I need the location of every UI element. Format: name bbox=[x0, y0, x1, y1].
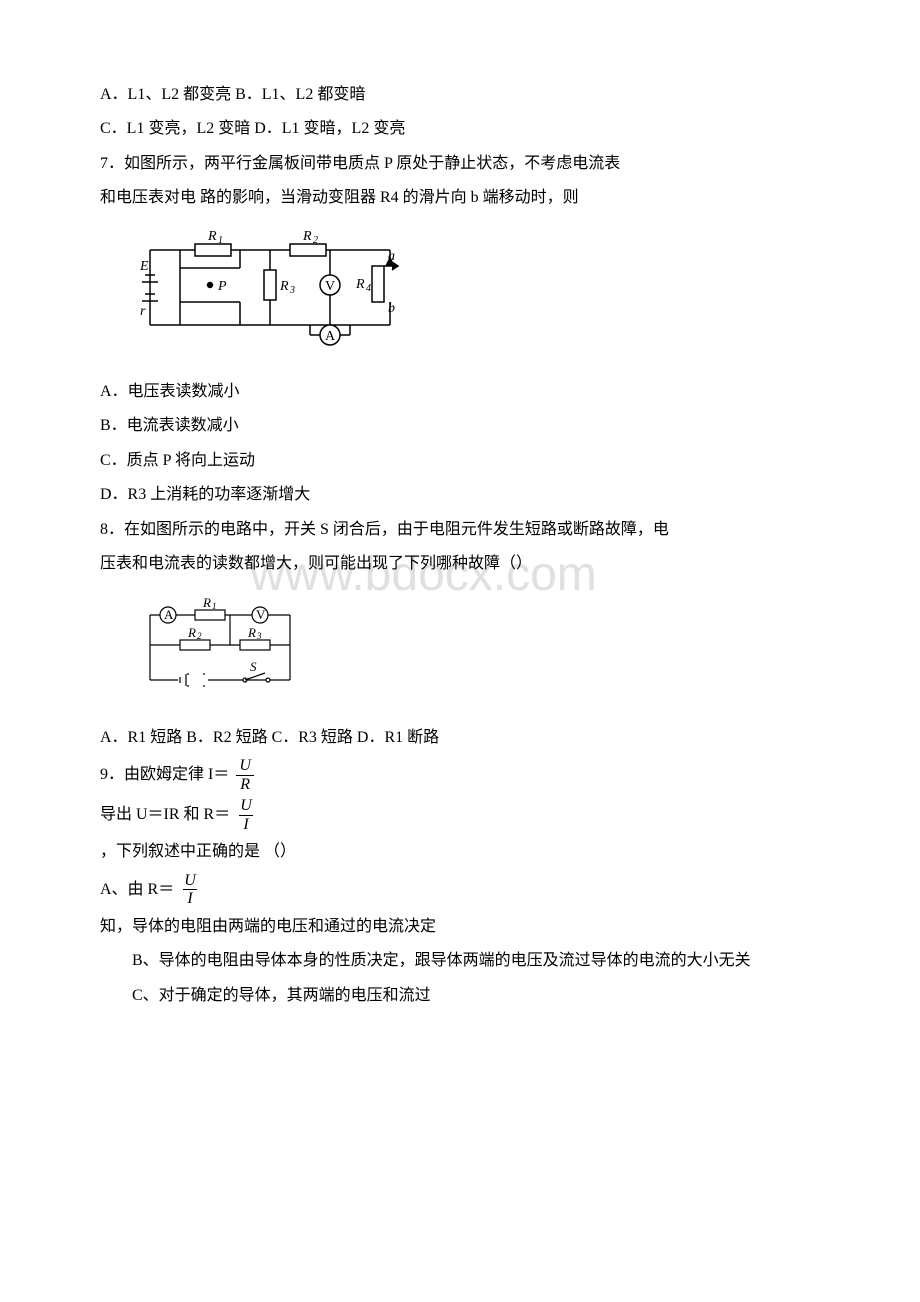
r-label: r bbox=[140, 304, 146, 319]
q9-stem-3: ，下列叙述中正确的是 （） bbox=[100, 837, 820, 867]
a-meter-8: A bbox=[164, 607, 174, 622]
p-label: P bbox=[217, 279, 227, 294]
frac-den-i2: I bbox=[183, 889, 196, 908]
r4-sub: 4 bbox=[366, 283, 371, 294]
frac-den-i: I bbox=[239, 815, 252, 834]
frac-num-u2: U bbox=[236, 797, 256, 815]
frac-den-r: R bbox=[236, 775, 254, 794]
r3-8: R bbox=[247, 625, 256, 640]
e-label: E bbox=[140, 259, 149, 274]
q9-option-a-end: 知，导体的电阻由两端的电压和通过的电流决定 bbox=[100, 912, 820, 942]
q9-stem-1-text: 9．由欧姆定律 I＝ bbox=[100, 760, 229, 790]
q7-option-d: D．R3 上消耗的功率逐渐增大 bbox=[100, 480, 820, 510]
frac-num-u: U bbox=[235, 757, 255, 775]
q7-circuit-diagram: R 1 R 2 E r P R 3 V a b R 4 bbox=[140, 230, 820, 361]
v-meter-8: V bbox=[256, 607, 266, 622]
r1-8: R bbox=[202, 595, 211, 610]
q8-option-a: A．R1 短路 B．R2 短路 C．R3 短路 D．R1 断路 bbox=[100, 723, 820, 753]
r1-label: R bbox=[207, 230, 217, 244]
q7-stem-1: 7．如图所示，两平行金属板间带电质点 P 原处于静止状态，不考虑电流表 bbox=[100, 149, 820, 179]
r4-label: R bbox=[355, 277, 365, 292]
frac-num-u3: U bbox=[180, 872, 200, 890]
q8-stem-2: 压表和电流表的读数都增大，则可能出现了下列哪种故障（） www.bdocx.co… bbox=[100, 549, 820, 579]
q9-opt-a-text: A、由 R＝ bbox=[100, 875, 174, 905]
frac-u-i-2: U I bbox=[180, 872, 200, 908]
a-meter: A bbox=[325, 329, 336, 344]
q7-option-c: C．质点 P 将向上运动 bbox=[100, 446, 820, 476]
r2-label: R bbox=[302, 230, 312, 244]
q9-stem-2: 导出 U＝IR 和 R＝ U I bbox=[100, 797, 820, 833]
q8-stem-2-text: 压表和电流表的读数都增大，则可能出现了下列哪种故障（） bbox=[100, 555, 532, 572]
q9-option-a: A、由 R＝ U I bbox=[100, 872, 820, 908]
q7-option-b: B．电流表读数减小 bbox=[100, 411, 820, 441]
a-label: a bbox=[388, 249, 395, 264]
frac-u-r: U R bbox=[235, 757, 255, 793]
r2-sub: 2 bbox=[313, 235, 318, 246]
s-switch: S bbox=[250, 659, 257, 674]
q6-option-a: A．L1、L2 都变亮 B．L1、L2 都变暗 bbox=[100, 80, 820, 110]
q7-stem-2: 和电压表对电 路的影响，当滑动变阻器 R4 的滑片向 b 端移动时，则 bbox=[100, 183, 820, 213]
r1-sub: 1 bbox=[218, 235, 223, 246]
r2-8: R bbox=[187, 625, 196, 640]
q9-option-c: C、对于确定的导体，其两端的电压和流过 bbox=[100, 981, 820, 1011]
r3-label: R bbox=[279, 279, 289, 294]
q8-circuit-diagram: A R 1 V R 2 R 3 S bbox=[140, 595, 820, 706]
r3-sub: 3 bbox=[289, 285, 295, 296]
v-meter: V bbox=[325, 279, 335, 294]
q9-option-b: B、导体的电阻由导体本身的性质决定，跟导体两端的电压及流过导体的电流的大小无关 bbox=[100, 946, 820, 976]
q8-stem-1: 8．在如图所示的电路中，开关 S 闭合后，由于电阻元件发生短路或断路故障，电 bbox=[100, 515, 820, 545]
r1-8-sub: 1 bbox=[212, 601, 217, 611]
r3-8-sub: 3 bbox=[256, 631, 262, 641]
b-label: b bbox=[388, 301, 395, 316]
q6-option-c: C．L1 变亮，L2 变暗 D．L1 变暗，L2 变亮 bbox=[100, 114, 820, 144]
q7-option-a: A．电压表读数减小 bbox=[100, 377, 820, 407]
q9-stem-2-text: 导出 U＝IR 和 R＝ bbox=[100, 800, 230, 830]
frac-u-i: U I bbox=[236, 797, 256, 833]
r2-8-sub: 2 bbox=[197, 631, 202, 641]
q9-stem-1: 9．由欧姆定律 I＝ U R bbox=[100, 757, 820, 793]
